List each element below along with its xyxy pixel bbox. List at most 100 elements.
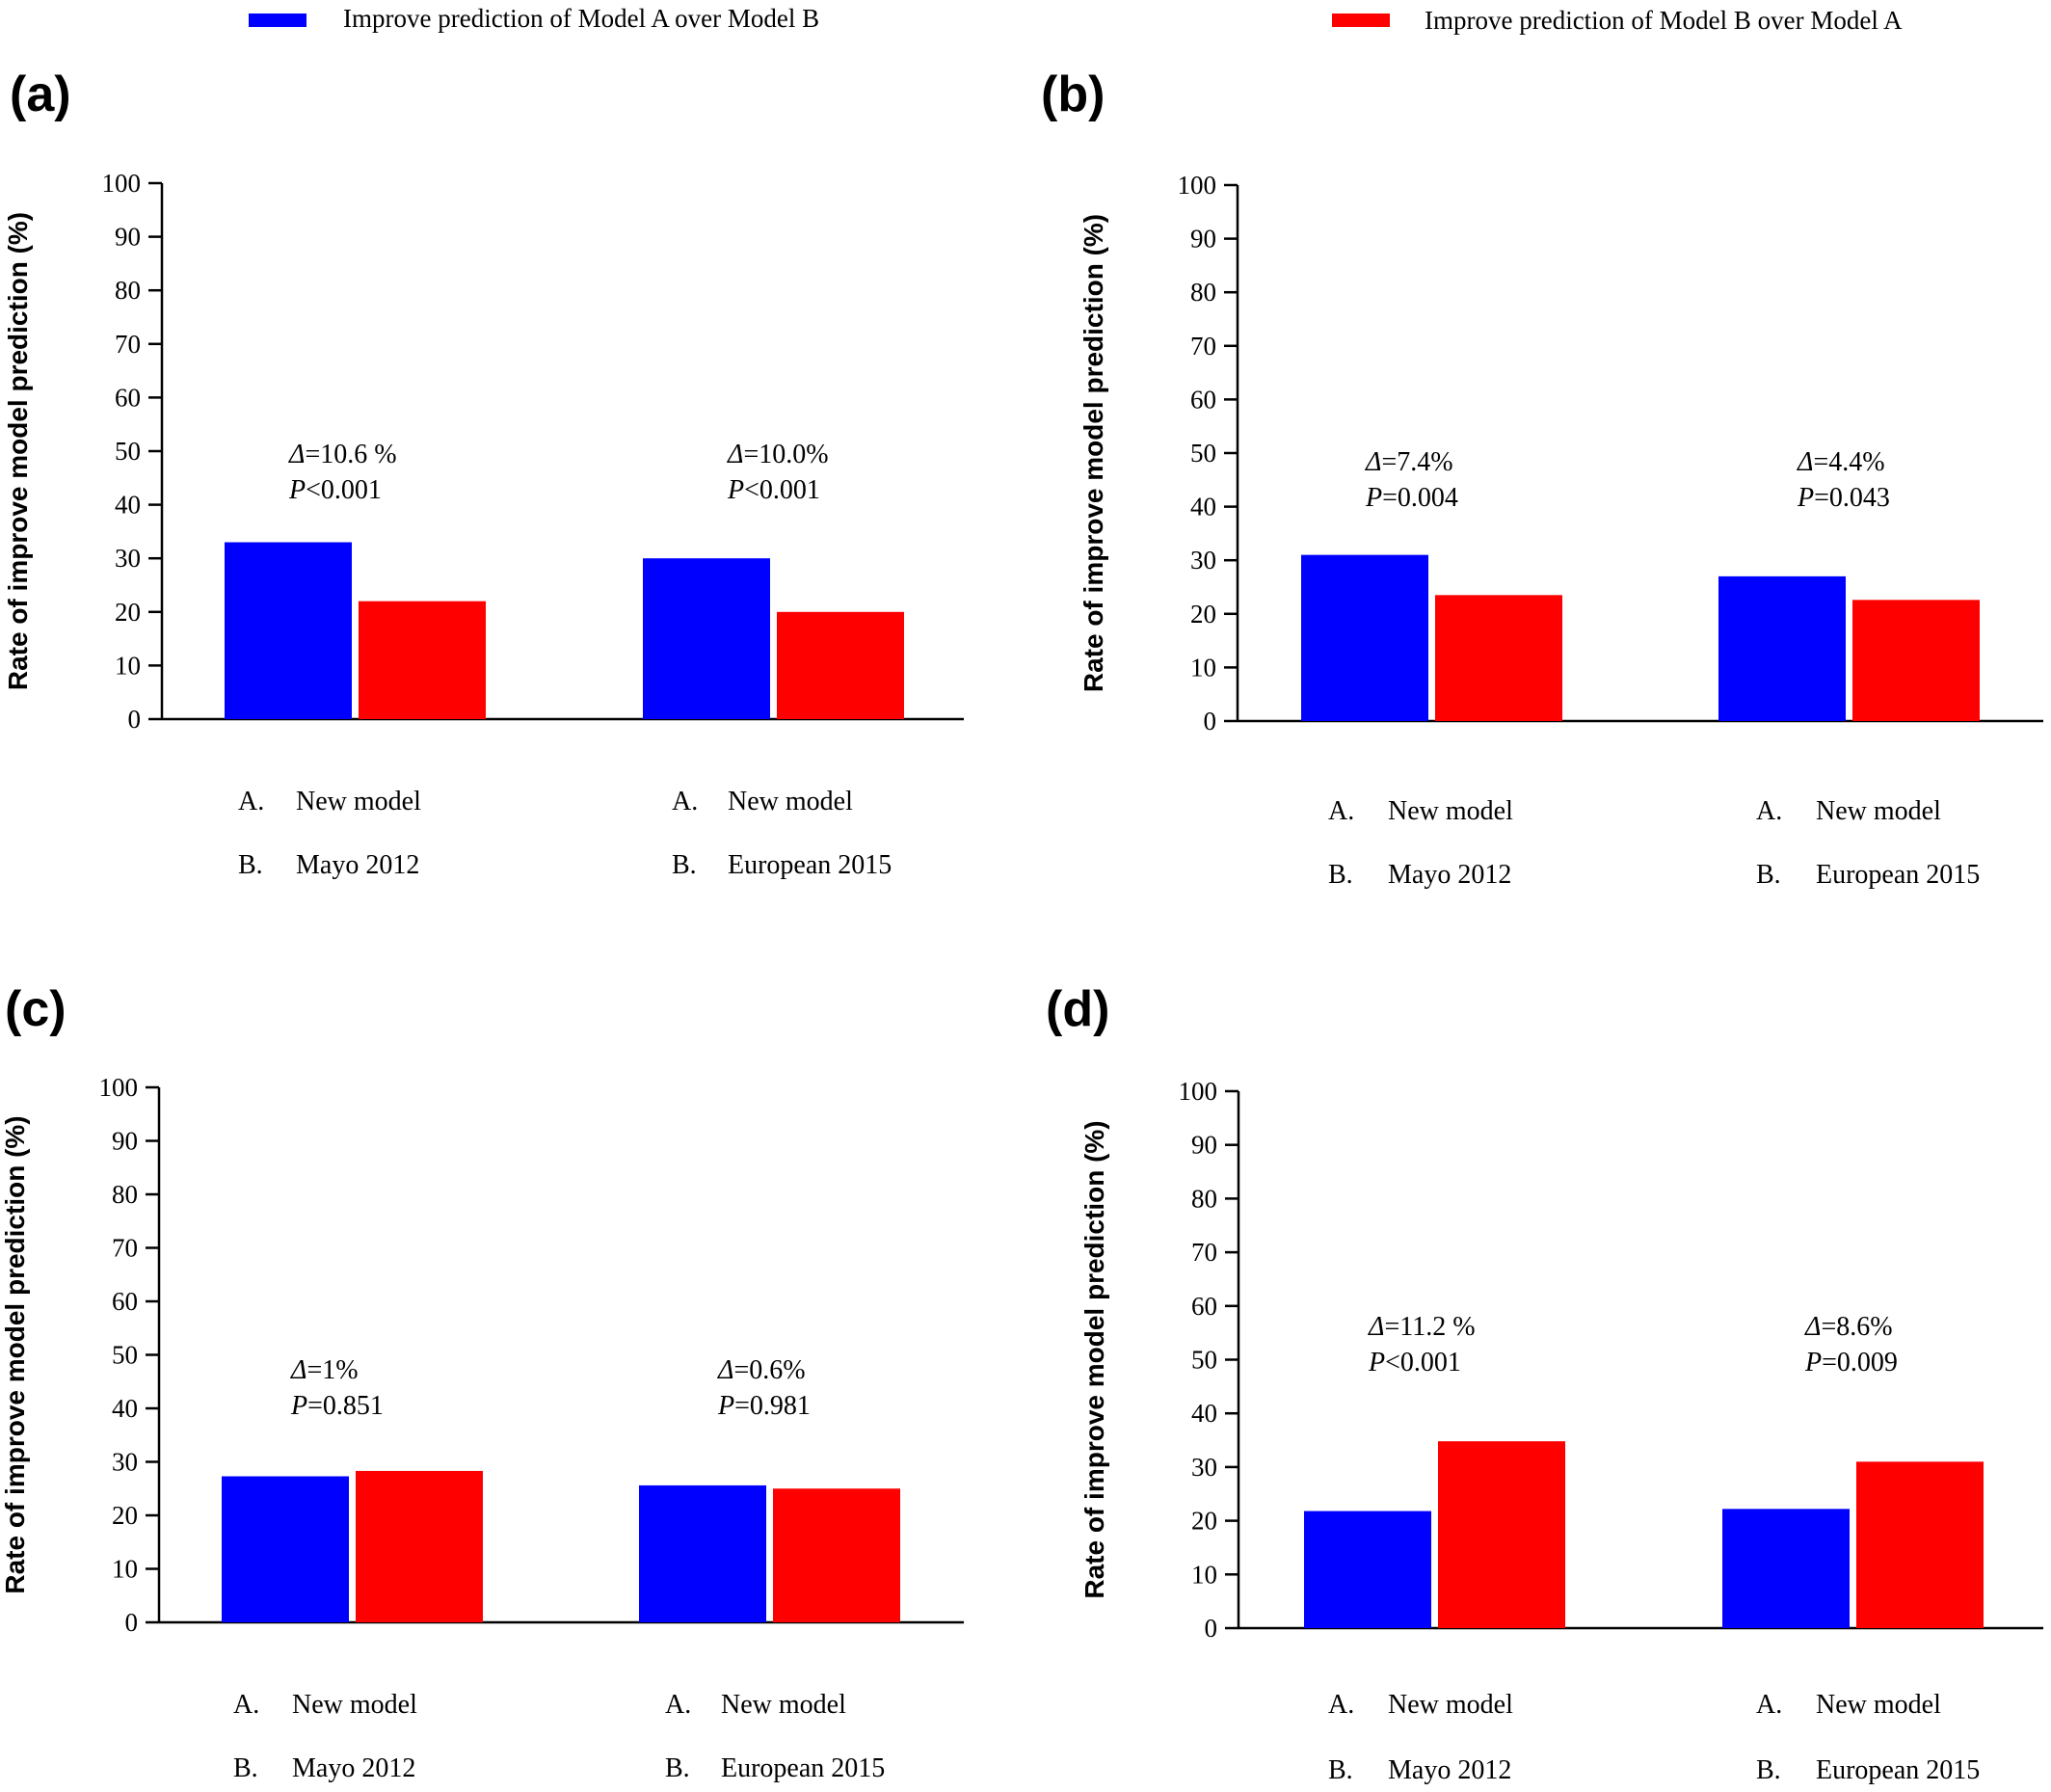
y-tick-label: 0 bbox=[1205, 1614, 1218, 1643]
panel-3: (d) 0 10 20 30 40 50 60 70 80 90 100 Rate of improve… bbox=[1046, 981, 2043, 1785]
category-a-text: New model bbox=[1816, 1690, 1941, 1720]
y-tick-label: 30 bbox=[112, 1448, 138, 1477]
y-tick-label: 60 bbox=[1190, 385, 1216, 414]
y-tick-label: 20 bbox=[115, 598, 141, 627]
panel-label: (a) bbox=[10, 67, 71, 122]
y-tick-label: 60 bbox=[1191, 1292, 1217, 1321]
category-b-marker: B. bbox=[665, 1753, 690, 1783]
delta-annotation: Δ=4.4% bbox=[1797, 447, 1885, 477]
legend-label-a-over-b: Improve prediction of Model A over Model… bbox=[343, 4, 819, 33]
category-a-marker: A. bbox=[1756, 796, 1782, 826]
y-tick-label: 20 bbox=[1190, 600, 1216, 629]
p-value-annotation: P<0.001 bbox=[288, 475, 382, 505]
bar-a-over-b bbox=[643, 558, 770, 719]
category-a-text: New model bbox=[292, 1690, 417, 1720]
y-tick-label: 30 bbox=[115, 544, 141, 573]
category-a-marker: A. bbox=[238, 787, 264, 816]
category-b-text: Mayo 2012 bbox=[1388, 860, 1511, 890]
category-b-marker: B. bbox=[1328, 860, 1353, 890]
category-b-text: European 2015 bbox=[1816, 1755, 1980, 1785]
bar-b-over-a bbox=[1438, 1441, 1565, 1628]
delta-annotation: Δ=10.0% bbox=[727, 440, 829, 469]
y-tick-label: 10 bbox=[1190, 653, 1216, 682]
category-b-marker: B. bbox=[238, 850, 263, 880]
category-a-text: New model bbox=[1388, 1690, 1513, 1720]
p-value-annotation: P<0.001 bbox=[1368, 1348, 1461, 1377]
y-tick-label: 100 bbox=[102, 169, 142, 198]
panel-label: (d) bbox=[1046, 981, 1109, 1037]
category-a-marker: A. bbox=[1328, 1690, 1354, 1720]
p-value-annotation: P=0.851 bbox=[290, 1391, 384, 1421]
category-a-text: New model bbox=[1388, 796, 1513, 826]
legend: Improve prediction of Model A over Model… bbox=[249, 4, 1903, 35]
panel-label: (c) bbox=[5, 981, 67, 1037]
p-value-annotation: P=0.004 bbox=[1365, 483, 1458, 513]
y-tick-label: 10 bbox=[112, 1555, 138, 1584]
bar-a-over-b bbox=[1718, 575, 1846, 721]
bar-b-over-a bbox=[1852, 600, 1980, 721]
y-tick-label: 70 bbox=[115, 330, 141, 359]
category-a-marker: A. bbox=[233, 1690, 259, 1720]
bar-a-over-b bbox=[225, 542, 352, 719]
legend-swatch-blue bbox=[249, 13, 306, 27]
category-a-marker: A. bbox=[1328, 796, 1354, 826]
y-tick-label: 10 bbox=[1191, 1560, 1217, 1589]
y-tick-label: 90 bbox=[112, 1127, 138, 1156]
category-b-text: European 2015 bbox=[1816, 860, 1980, 890]
bar-a-over-b bbox=[222, 1476, 349, 1622]
y-tick-label: 0 bbox=[1204, 707, 1217, 736]
y-tick-label: 30 bbox=[1191, 1453, 1217, 1482]
panel-2: (c) 0 10 20 30 40 50 60 70 80 90 100 Rate of improve… bbox=[0, 981, 964, 1783]
bar-b-over-a bbox=[1856, 1461, 1984, 1628]
y-tick-label: 40 bbox=[1190, 493, 1216, 522]
category-b-marker: B. bbox=[672, 850, 697, 880]
delta-annotation: Δ=10.6 % bbox=[288, 440, 397, 469]
category-a-text: New model bbox=[296, 787, 421, 816]
category-b-text: Mayo 2012 bbox=[1388, 1755, 1511, 1785]
panel-1: (b) 0 10 20 30 40 50 60 70 80 90 100 Rate of improve… bbox=[1041, 67, 2043, 890]
panel-0: (a) 0 10 20 30 40 50 60 70 80 90 100 Rate of improve… bbox=[3, 67, 964, 880]
y-axis-label: Rate of improve model prediction (%) bbox=[1079, 1120, 1109, 1598]
delta-annotation: Δ=8.6% bbox=[1804, 1312, 1893, 1342]
y-axis-label: Rate of improve model prediction (%) bbox=[1079, 214, 1108, 692]
category-b-marker: B. bbox=[1756, 1755, 1781, 1785]
y-tick-label: 20 bbox=[1191, 1507, 1217, 1536]
legend-swatch-red bbox=[1332, 13, 1390, 27]
y-axis-label: Rate of improve model prediction (%) bbox=[3, 212, 33, 690]
y-tick-label: 60 bbox=[115, 383, 141, 412]
bar-a-over-b bbox=[1722, 1509, 1850, 1628]
y-axis-label: Rate of improve model prediction (%) bbox=[0, 1115, 30, 1593]
y-tick-label: 30 bbox=[1190, 546, 1216, 575]
delta-annotation: Δ=0.6% bbox=[717, 1355, 806, 1385]
bar-b-over-a bbox=[777, 611, 904, 719]
bar-b-over-a bbox=[773, 1488, 900, 1622]
bar-b-over-a bbox=[356, 1470, 483, 1622]
category-b-text: Mayo 2012 bbox=[296, 850, 419, 880]
y-tick-label: 80 bbox=[1190, 278, 1216, 307]
legend-label-b-over-a: Improve prediction of Model B over Model… bbox=[1425, 6, 1903, 35]
y-tick-label: 90 bbox=[115, 223, 141, 252]
bar-b-over-a bbox=[359, 601, 486, 719]
y-tick-label: 20 bbox=[112, 1501, 138, 1530]
y-tick-label: 70 bbox=[1191, 1238, 1217, 1267]
y-tick-label: 100 bbox=[99, 1073, 139, 1102]
category-a-marker: A. bbox=[1756, 1690, 1782, 1720]
y-tick-label: 50 bbox=[1191, 1346, 1217, 1375]
category-a-marker: A. bbox=[665, 1690, 691, 1720]
category-a-marker: A. bbox=[672, 787, 698, 816]
y-tick-label: 80 bbox=[115, 276, 141, 305]
delta-annotation: Δ=7.4% bbox=[1365, 447, 1453, 477]
y-tick-label: 100 bbox=[1178, 171, 1217, 200]
category-b-text: Mayo 2012 bbox=[292, 1753, 415, 1783]
y-tick-label: 70 bbox=[1190, 332, 1216, 361]
y-tick-label: 0 bbox=[125, 1608, 139, 1637]
y-tick-label: 80 bbox=[112, 1180, 138, 1209]
y-tick-label: 50 bbox=[112, 1341, 138, 1370]
panel-label: (b) bbox=[1041, 67, 1105, 122]
delta-annotation: Δ=1% bbox=[290, 1355, 359, 1385]
y-tick-label: 100 bbox=[1179, 1077, 1218, 1106]
category-b-text: European 2015 bbox=[721, 1753, 885, 1783]
y-tick-label: 90 bbox=[1190, 225, 1216, 254]
